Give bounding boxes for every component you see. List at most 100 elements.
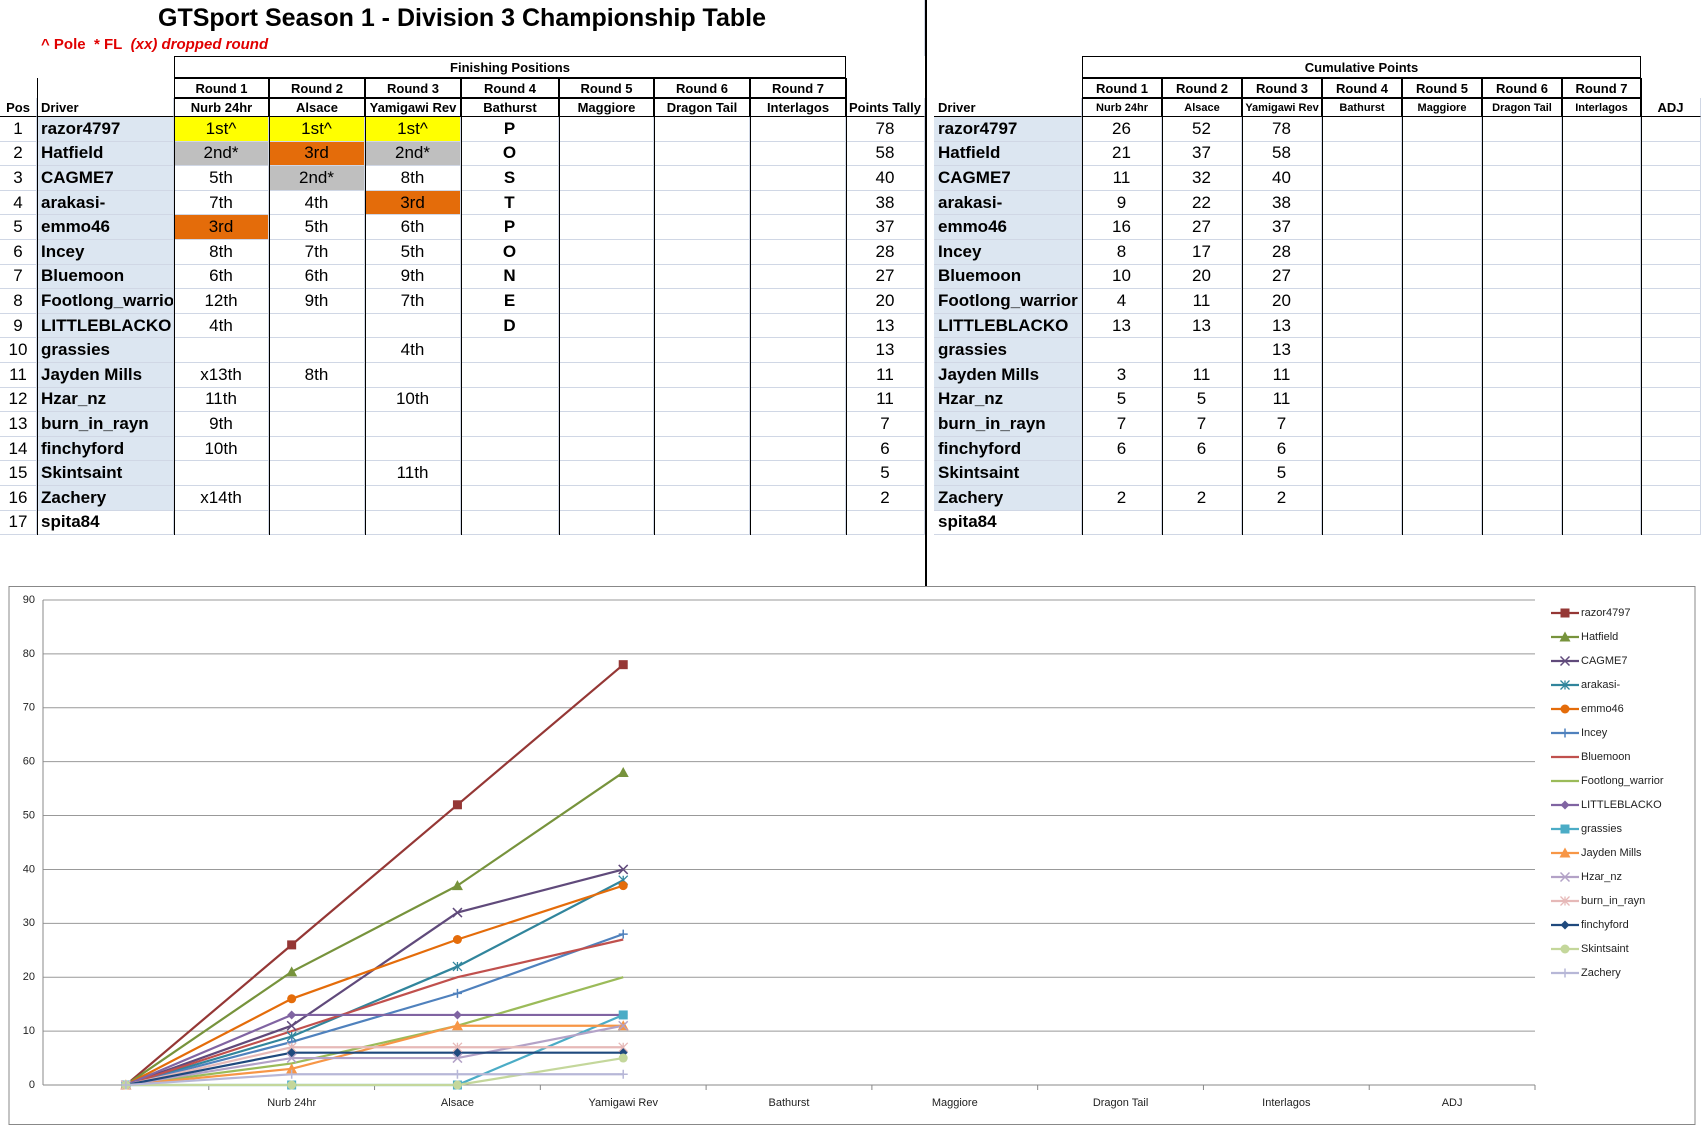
border bbox=[1562, 78, 1563, 536]
result bbox=[559, 240, 654, 265]
cumulative-points: 16 bbox=[1082, 215, 1162, 240]
y-tick-label: 50 bbox=[23, 809, 35, 821]
cumulative-points: 4 bbox=[1082, 289, 1162, 314]
result: T bbox=[461, 190, 559, 216]
result: 5th bbox=[269, 215, 365, 240]
result bbox=[269, 338, 365, 363]
cumulative-points: 20 bbox=[1242, 289, 1322, 314]
result: 8th bbox=[269, 363, 365, 388]
cumulative-points bbox=[1482, 141, 1562, 167]
position: 8 bbox=[0, 289, 37, 314]
cumulative-points bbox=[1562, 436, 1641, 462]
cumulative-points: 2 bbox=[1242, 486, 1322, 511]
result bbox=[750, 313, 846, 339]
driver-name: arakasi- bbox=[934, 190, 1082, 216]
cumulative-points bbox=[1322, 338, 1402, 363]
position: 14 bbox=[0, 436, 37, 462]
position: 7 bbox=[0, 264, 37, 290]
result bbox=[559, 461, 654, 486]
border bbox=[559, 78, 560, 536]
driver-name: grassies bbox=[934, 338, 1082, 363]
driver-name: Hzar_nz bbox=[37, 387, 174, 413]
cumulative-points: 11 bbox=[1242, 387, 1322, 413]
cumulative-points bbox=[1641, 141, 1701, 167]
driver-name: Hzar_nz bbox=[934, 387, 1082, 413]
marker bbox=[452, 988, 462, 998]
cumulative-points bbox=[1322, 289, 1402, 314]
marker bbox=[618, 1010, 628, 1020]
cumulative-points: 2 bbox=[1082, 486, 1162, 511]
legend-label: CAGME7 bbox=[1581, 655, 1627, 667]
result bbox=[559, 436, 654, 462]
driver-name: Zachery bbox=[934, 486, 1082, 511]
result bbox=[750, 166, 846, 191]
cumulative-points: 78 bbox=[1242, 117, 1322, 142]
series-line bbox=[125, 663, 624, 1086]
marker bbox=[1559, 871, 1571, 883]
result: 5th bbox=[174, 166, 269, 191]
group-header: Cumulative Points bbox=[1082, 56, 1641, 78]
border bbox=[37, 78, 38, 536]
marker bbox=[452, 961, 463, 972]
result bbox=[559, 166, 654, 191]
result: 4th bbox=[174, 313, 269, 339]
marker bbox=[287, 940, 297, 950]
cumulative-points: 6 bbox=[1082, 436, 1162, 462]
driver-name: Hatfield bbox=[934, 141, 1082, 167]
cumulative-points bbox=[1402, 215, 1482, 240]
result bbox=[461, 436, 559, 462]
border bbox=[925, 0, 927, 586]
result: 8th bbox=[174, 240, 269, 265]
result bbox=[365, 313, 461, 339]
cumulative-points bbox=[1641, 461, 1701, 486]
driver-name: spita84 bbox=[37, 510, 174, 536]
position: 12 bbox=[0, 387, 37, 413]
round-header: Round 4 bbox=[1322, 78, 1402, 98]
track-header: Dragon Tail bbox=[654, 98, 750, 117]
cumulative-points bbox=[1322, 264, 1402, 290]
y-tick-label: 70 bbox=[23, 702, 35, 714]
result bbox=[654, 436, 750, 462]
border bbox=[269, 78, 270, 536]
cumulative-points bbox=[1082, 461, 1162, 486]
y-tick-label: 20 bbox=[23, 971, 35, 983]
legend-label: Jayden Mills bbox=[1581, 847, 1642, 859]
result: P bbox=[461, 117, 559, 142]
result bbox=[559, 289, 654, 314]
result bbox=[750, 264, 846, 290]
marker bbox=[287, 994, 297, 1004]
cumulative-points bbox=[1482, 436, 1562, 462]
cumulative-points: 26 bbox=[1082, 117, 1162, 142]
result: 10th bbox=[365, 387, 461, 413]
points-tally: 13 bbox=[846, 338, 925, 363]
marker bbox=[452, 800, 462, 810]
result bbox=[461, 486, 559, 511]
driver-name: finchyford bbox=[37, 436, 174, 462]
border bbox=[174, 78, 175, 536]
series-line bbox=[125, 1073, 624, 1087]
result: E bbox=[461, 289, 559, 314]
marker bbox=[618, 864, 629, 875]
note: * FL bbox=[93, 36, 123, 53]
result: 3rd bbox=[365, 190, 461, 216]
track-header: Nurb 24hr bbox=[174, 98, 269, 117]
result bbox=[654, 141, 750, 167]
marker bbox=[452, 907, 463, 918]
points-tally: 5 bbox=[846, 461, 925, 486]
driver-name: razor4797 bbox=[37, 117, 174, 142]
driver-name: Zachery bbox=[37, 486, 174, 511]
result: 2nd* bbox=[174, 141, 269, 167]
result: N bbox=[461, 264, 559, 290]
round-header: Round 1 bbox=[1082, 78, 1162, 98]
driver-name: Jayden Mills bbox=[934, 363, 1082, 388]
group-header: Finishing Positions bbox=[174, 56, 846, 78]
cumulative-points bbox=[1562, 240, 1641, 265]
round-header: Round 2 bbox=[269, 78, 365, 98]
marker bbox=[1560, 608, 1570, 618]
driver-name: Incey bbox=[37, 240, 174, 265]
legend-label: arakasi- bbox=[1581, 679, 1620, 691]
result bbox=[750, 141, 846, 167]
cumulative-points: 40 bbox=[1242, 166, 1322, 191]
cumulative-points: 6 bbox=[1242, 436, 1322, 462]
border bbox=[1402, 78, 1403, 536]
